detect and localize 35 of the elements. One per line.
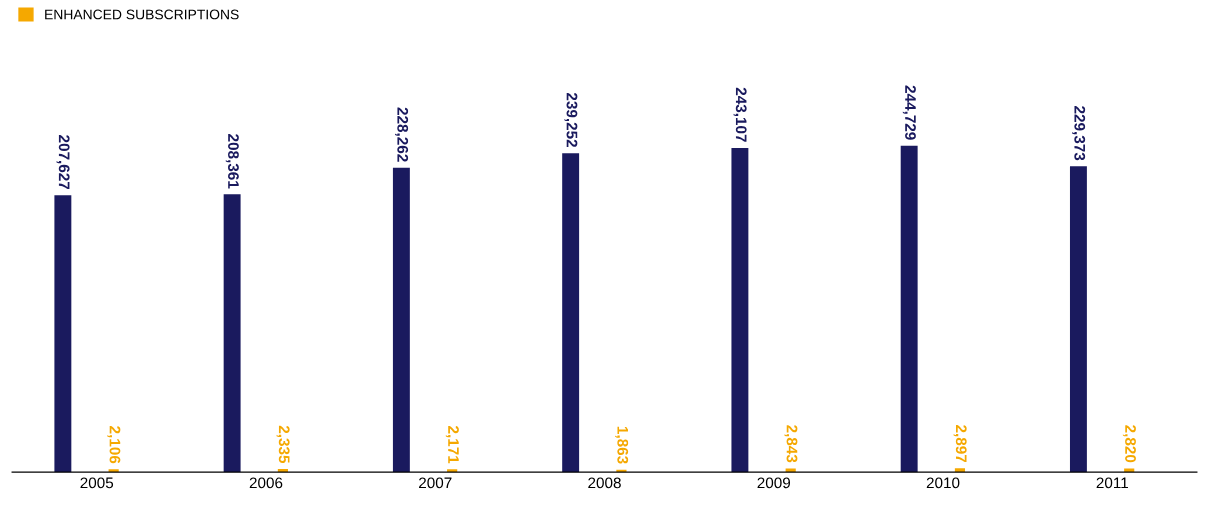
bar <box>1069 166 1087 473</box>
bar <box>392 167 410 473</box>
bar <box>731 148 749 473</box>
x-tick-label: 2010 <box>926 477 960 489</box>
bar <box>954 468 966 473</box>
bar <box>447 469 458 473</box>
data-label: 1,863 <box>615 426 629 464</box>
data-label: 2,171 <box>445 426 459 464</box>
x-tick-label: 2009 <box>757 477 791 489</box>
bar <box>785 468 796 473</box>
data-label: 2,843 <box>784 425 798 463</box>
data-label: 239,252 <box>564 92 578 148</box>
bar <box>54 195 72 473</box>
bar <box>108 469 119 473</box>
data-label: 244,729 <box>902 85 916 140</box>
x-tick-label: 2005 <box>80 477 114 489</box>
bar <box>277 469 288 473</box>
data-label: 243,107 <box>733 87 747 142</box>
data-label: 2,820 <box>1122 425 1136 463</box>
data-label: 2,106 <box>107 426 121 464</box>
data-label: 2,335 <box>276 425 290 464</box>
bar <box>1124 468 1135 473</box>
x-tick-label: 2011 <box>1096 477 1128 489</box>
data-label: 207,627 <box>56 135 70 190</box>
bar <box>562 153 580 473</box>
data-label: 2,897 <box>953 425 967 463</box>
bar <box>223 194 241 473</box>
bar <box>900 145 918 473</box>
x-tick-label: 2006 <box>249 477 283 489</box>
x-tick-label: 2007 <box>419 477 452 489</box>
data-label: 208,361 <box>225 134 239 189</box>
legend-label: ENHANCED SUBSCRIPTIONS <box>45 9 239 20</box>
data-label: 229,373 <box>1072 106 1086 161</box>
x-tick-label: 2008 <box>588 477 621 489</box>
data-label: 228,262 <box>395 107 409 162</box>
